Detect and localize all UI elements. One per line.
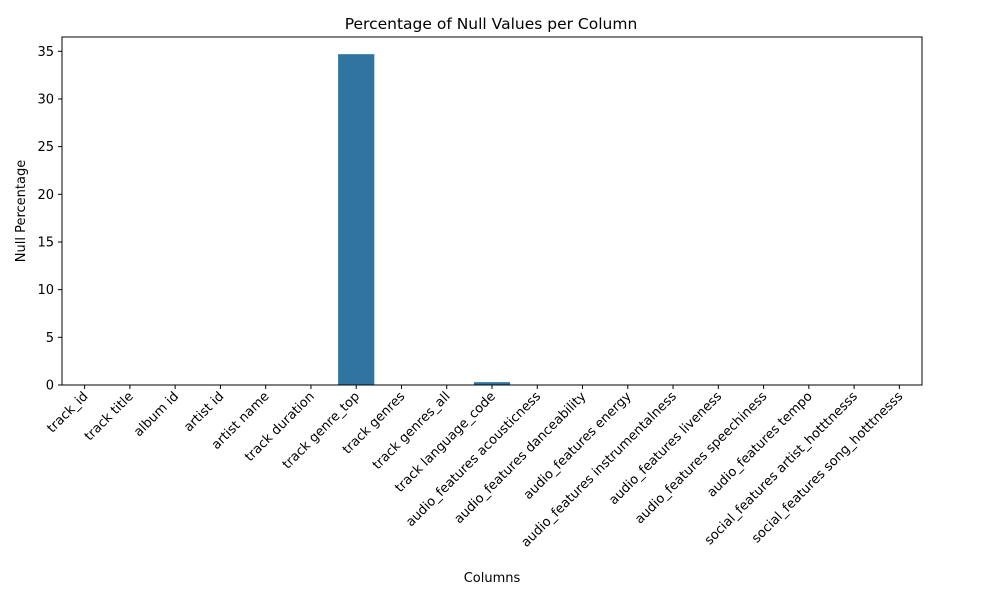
y-tick-label: 5 bbox=[46, 331, 54, 346]
x-tick-label: track genres_all bbox=[370, 389, 454, 473]
x-tick-label: artist id bbox=[181, 389, 227, 435]
y-tick-label: 0 bbox=[46, 379, 54, 394]
bar bbox=[473, 382, 511, 385]
bar bbox=[338, 54, 375, 385]
y-tick-label: 10 bbox=[37, 283, 54, 298]
x-tick-label: album id bbox=[131, 389, 182, 440]
y-tick-label: 30 bbox=[37, 92, 54, 107]
x-tick-label: track_id bbox=[44, 389, 91, 436]
y-tick-label: 35 bbox=[37, 45, 54, 60]
axes-frame bbox=[61, 36, 923, 386]
x-tick-label: track genre_top bbox=[280, 389, 363, 472]
x-tick-label: track title bbox=[82, 389, 137, 444]
y-tick-label: 15 bbox=[37, 235, 54, 250]
x-axis-label: Columns bbox=[464, 571, 521, 586]
y-tick-label: 20 bbox=[37, 188, 54, 203]
chart-title: Percentage of Null Values per Column bbox=[345, 15, 638, 33]
y-axis-label: Null Percentage bbox=[14, 160, 29, 262]
y-tick-label: 25 bbox=[37, 140, 54, 155]
